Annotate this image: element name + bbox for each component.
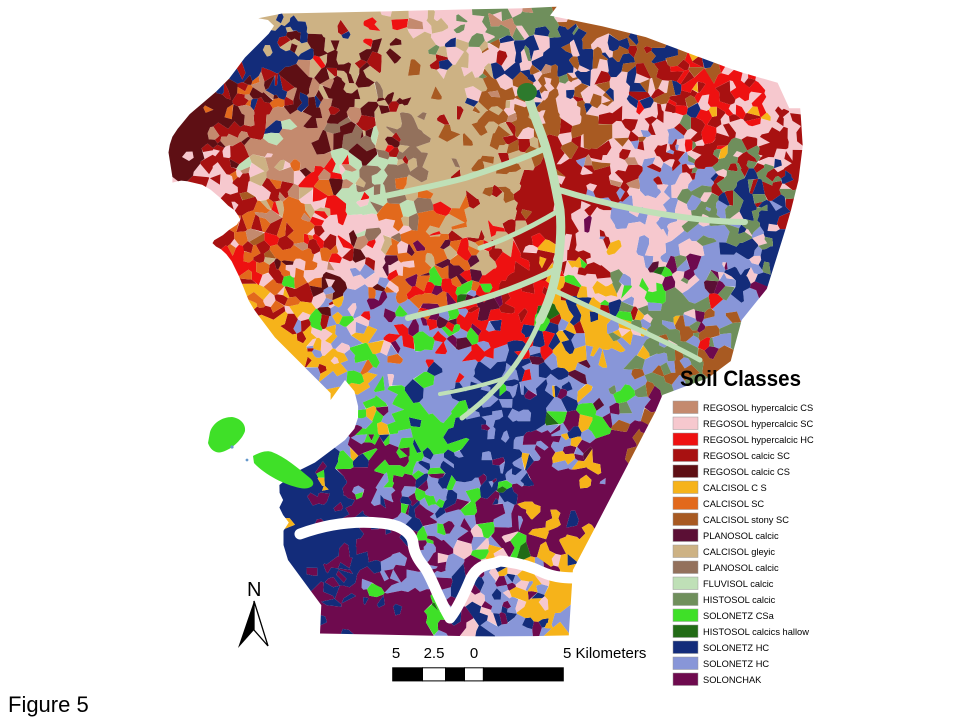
svg-text:CALCISOL stony SC: CALCISOL stony SC [703, 515, 789, 525]
svg-text:FLUVISOL calcic: FLUVISOL calcic [703, 579, 774, 589]
svg-text:REGOSOL hypercalcic SC: REGOSOL hypercalcic SC [703, 419, 814, 429]
svg-text:CALCISOL SC: CALCISOL SC [703, 499, 764, 509]
svg-text:Figure 5: Figure 5 [8, 692, 89, 717]
svg-text:0: 0 [470, 645, 478, 662]
svg-text:SOLONETZ HC: SOLONETZ HC [703, 643, 769, 653]
svg-text:REGOSOL calcic CS: REGOSOL calcic CS [703, 467, 790, 477]
svg-text:CALCISOL gleyic: CALCISOL gleyic [703, 547, 775, 557]
svg-text:REGOSOL hypercalcic HC: REGOSOL hypercalcic HC [703, 435, 814, 445]
svg-text:HISTOSOL calcic: HISTOSOL calcic [703, 595, 776, 605]
svg-text:PLANOSOL calcic: PLANOSOL calcic [703, 563, 779, 573]
svg-text:REGOSOL calcic SC: REGOSOL calcic SC [703, 451, 790, 461]
svg-text:SOLONETZ HC: SOLONETZ HC [703, 659, 769, 669]
svg-text:SOLONCHAK: SOLONCHAK [703, 675, 762, 685]
svg-text:Soil Classes: Soil Classes [680, 366, 801, 391]
svg-text:REGOSOL hypercalcic CS: REGOSOL hypercalcic CS [703, 403, 813, 413]
svg-text:HISTOSOL calcics hallow: HISTOSOL calcics hallow [703, 627, 809, 637]
svg-text:N: N [247, 579, 261, 601]
svg-text:SOLONETZ CSa: SOLONETZ CSa [703, 611, 775, 621]
svg-text:CALCISOL C S: CALCISOL C S [703, 483, 767, 493]
svg-text:2.5: 2.5 [424, 645, 445, 662]
svg-text:PLANOSOL calcic: PLANOSOL calcic [703, 531, 779, 541]
svg-text:5: 5 [392, 645, 400, 662]
svg-text:5 Kilometers: 5 Kilometers [563, 645, 646, 662]
